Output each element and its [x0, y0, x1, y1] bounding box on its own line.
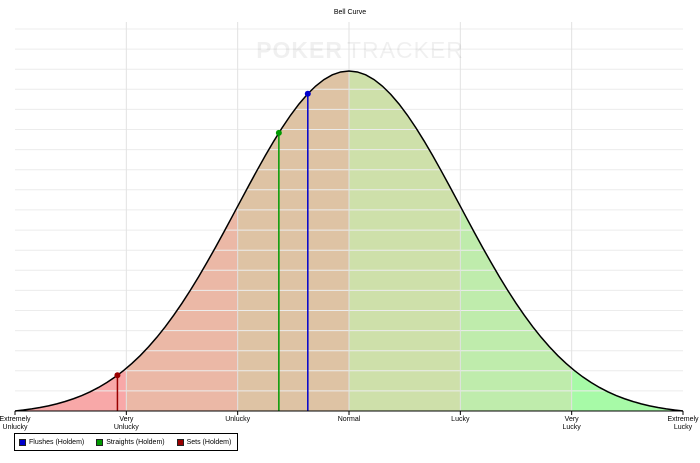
- zone-fill-0: [15, 368, 127, 411]
- legend-swatch: [96, 438, 104, 446]
- x-tick-label-line: Unlucky: [114, 424, 139, 431]
- x-tick-label: Very Unlucky: [114, 416, 139, 431]
- x-tick-label: Lucky: [451, 416, 470, 423]
- legend-item: Sets (Holdem): [176, 438, 232, 446]
- x-tick-label-line: Lucky: [674, 424, 693, 431]
- grid-lines: [15, 22, 683, 412]
- x-tick-label-line: Lucky: [451, 416, 470, 423]
- chart-title: Bell Curve: [334, 9, 366, 16]
- zone-fill-3: [349, 71, 461, 411]
- x-tick-label-line: Lucky: [563, 424, 582, 431]
- watermark-tracker: TRACKER: [347, 37, 464, 63]
- x-tick-label-line: Unlucky: [3, 424, 28, 431]
- series-marker-2: [114, 372, 121, 411]
- chart-legend: Flushes (Holdem) Straights (Holdem) Sets (…: [14, 433, 239, 451]
- zone-fill-5: [571, 368, 683, 411]
- x-tick-label-line: Very: [565, 416, 580, 423]
- x-tick-label: Normal: [338, 416, 361, 423]
- zone-fill-2: [237, 71, 349, 411]
- legend-label: Straights (Holdem): [106, 438, 165, 446]
- x-tick-label-line: Extremely: [667, 416, 699, 423]
- series-point: [304, 90, 311, 97]
- watermark-poker: POKER: [256, 37, 343, 63]
- legend-item: Flushes (Holdem): [19, 438, 85, 446]
- series-marker-1: [275, 129, 282, 411]
- x-tick-label-line: Very: [119, 416, 134, 423]
- x-tick-label: Unlucky: [225, 416, 250, 423]
- x-tick-label-line: Normal: [338, 416, 361, 423]
- x-tick-label: Extremely Lucky: [667, 416, 699, 431]
- series-point: [114, 372, 121, 379]
- x-tick-label-line: Extremely: [0, 416, 31, 423]
- x-tick-label: Extremely Unlucky: [0, 416, 31, 431]
- legend-swatch: [19, 438, 26, 446]
- bell-curve-line: [14, 70, 684, 412]
- legend-item: Straights (Holdem): [96, 438, 165, 446]
- x-tick-label-line: Unlucky: [225, 416, 250, 423]
- legend-label: Sets (Holdem): [186, 438, 232, 446]
- series-marker-0: [304, 90, 311, 411]
- legend-label: Flushes (Holdem): [29, 438, 85, 446]
- series-point: [275, 129, 282, 136]
- x-tick-label: Very Lucky: [563, 416, 582, 431]
- legend-swatch: [176, 438, 184, 446]
